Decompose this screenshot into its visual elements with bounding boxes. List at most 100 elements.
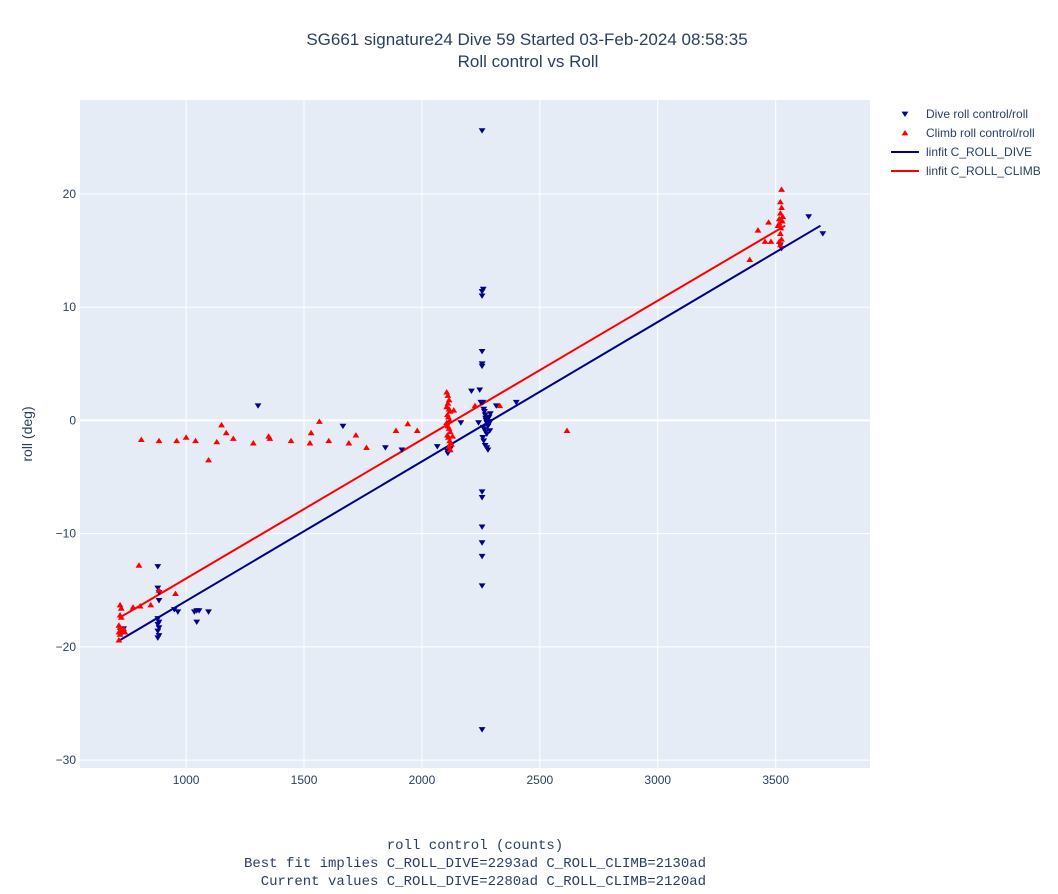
climb-point	[205, 456, 212, 463]
dive-point	[478, 128, 486, 134]
climb-point	[155, 437, 163, 444]
legend-item[interactable]: linfit C_ROLL_DIVE	[891, 145, 1032, 159]
x-tick-label: 3500	[762, 773, 789, 787]
dive-point	[479, 399, 487, 406]
dive-point	[479, 435, 487, 441]
dive-point	[492, 403, 500, 409]
dive-point	[478, 348, 486, 355]
legend-label: Climb roll control/roll	[926, 126, 1035, 140]
legend[interactable]: Dive roll control/roll Climb roll control…	[891, 107, 1041, 178]
climb-point	[315, 418, 323, 424]
climb-point	[777, 224, 785, 231]
y-tick-label: 20	[63, 187, 77, 201]
y-tick-label: −30	[56, 753, 77, 767]
climb-point	[182, 434, 190, 440]
climb-point	[115, 637, 123, 643]
y-axis-label: roll (deg)	[19, 406, 35, 461]
climb-point	[443, 419, 451, 426]
climb-point	[117, 614, 125, 620]
x-axis-label: roll control (counts)	[387, 838, 563, 854]
dive-point	[486, 411, 494, 417]
climb-point	[249, 439, 257, 446]
dive-point	[805, 214, 813, 220]
dive-point	[398, 447, 406, 453]
climb-point	[287, 437, 295, 444]
legend-label: Dive roll control/roll	[926, 107, 1028, 121]
climb-point	[404, 420, 412, 427]
fit-line	[119, 224, 821, 641]
dive-point	[170, 607, 178, 613]
climb-point	[147, 601, 155, 608]
y-tick-label: −20	[56, 640, 77, 654]
legend-label: linfit C_ROLL_DIVE	[926, 145, 1032, 159]
climb-point	[778, 218, 786, 224]
climb-point	[218, 421, 225, 428]
x-axis-ticks: 1000 1500 2000 2500 3000 3500	[173, 773, 790, 787]
dive-point	[483, 431, 491, 438]
dive-point	[512, 399, 520, 406]
legend-item[interactable]: Climb roll control/roll	[901, 126, 1035, 140]
dive-point	[154, 635, 162, 641]
climb-point	[306, 439, 314, 446]
climb-point	[776, 210, 784, 216]
dive-point	[476, 387, 484, 393]
dive-point	[468, 388, 475, 395]
legend-item[interactable]: Dive roll control/roll	[901, 107, 1028, 121]
climb-point	[266, 435, 274, 441]
climb-point	[446, 417, 454, 423]
climb-point	[345, 439, 353, 446]
y-tick-label: −10	[56, 527, 77, 541]
climb-point	[449, 433, 456, 439]
climb-point	[446, 428, 454, 435]
y-tick-label: 0	[69, 413, 76, 427]
climb-point	[779, 213, 787, 219]
climb-point	[443, 389, 451, 395]
climb-point	[307, 429, 315, 436]
dive-point	[339, 423, 347, 430]
climb-point	[754, 227, 762, 233]
climb-point	[213, 438, 221, 445]
dive-point	[486, 419, 494, 425]
current-values-note: Current values C_ROLL_DIVE=2280ad C_ROLL…	[244, 874, 706, 890]
dive-point	[195, 608, 203, 614]
climb-point	[450, 407, 458, 413]
climb-point	[776, 198, 784, 205]
fit-lines	[119, 224, 821, 641]
chart-title: SG661 signature24 Dive 59 Started 03-Feb…	[306, 30, 747, 49]
climb-point	[496, 402, 504, 409]
dive-point	[478, 288, 486, 295]
climb-point	[155, 587, 163, 593]
dive-point	[481, 408, 488, 415]
dive-point	[154, 564, 162, 570]
climb-point	[392, 427, 400, 433]
dive-point	[478, 363, 486, 370]
climb-point	[325, 437, 333, 444]
climb-point	[761, 238, 769, 244]
data-markers	[115, 128, 827, 733]
dive-point	[155, 598, 163, 604]
dive-point	[478, 583, 486, 589]
climb-point	[445, 425, 453, 431]
climb-point	[563, 427, 571, 433]
climb-point	[444, 400, 452, 406]
climb-point	[129, 604, 137, 610]
dive-point	[154, 621, 162, 628]
dive-point	[154, 585, 162, 592]
legend-item[interactable]: linfit C_ROLL_CLIMB	[891, 164, 1041, 178]
dive-point	[193, 619, 201, 626]
dive-point	[155, 625, 163, 631]
climb-point	[172, 590, 179, 597]
climb-point	[117, 605, 125, 611]
dive-point	[478, 489, 486, 495]
climb-point	[363, 444, 370, 450]
climb-point	[448, 441, 455, 447]
climb-point	[413, 427, 421, 433]
dive-point	[433, 444, 441, 450]
y-axis-ticks: −30 −20 −10 0 10 20	[56, 187, 77, 767]
dive-point	[485, 414, 493, 421]
dive-point	[478, 495, 486, 501]
climb-point	[173, 437, 181, 444]
climb-point	[765, 219, 772, 225]
dive-point	[478, 553, 486, 560]
climb-point	[116, 631, 124, 637]
